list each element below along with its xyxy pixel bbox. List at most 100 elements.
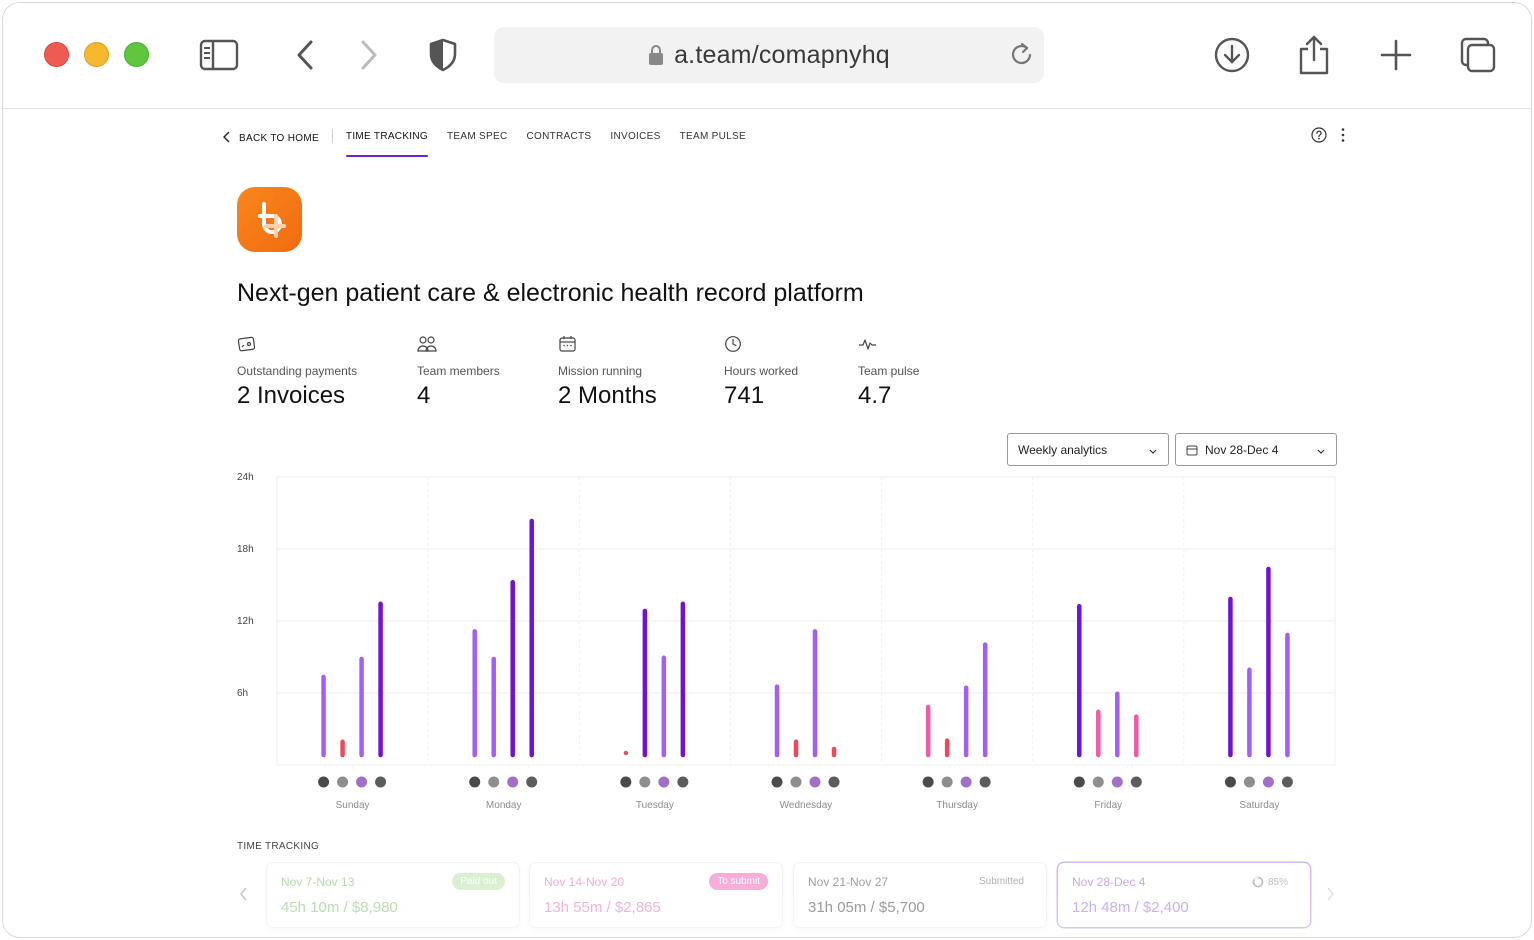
date-range-select[interactable]: Nov 28-Dec 4 xyxy=(1175,433,1337,466)
weekly-hours-chart: 24h 18h 12h 6h Sunday Monday Tuesday Wednesday T… xyxy=(237,472,1336,811)
project-logo xyxy=(237,187,302,252)
stat-value: 2 Months xyxy=(558,382,657,409)
bar xyxy=(623,750,629,756)
avatar xyxy=(1262,776,1274,788)
reload-icon[interactable] xyxy=(1010,41,1034,72)
new-tab-icon[interactable] xyxy=(1374,33,1418,77)
close-window-button[interactable] xyxy=(44,42,69,67)
avatar xyxy=(941,776,953,788)
week-range: Nov 14-Nov 20 xyxy=(544,875,625,889)
back-to-home-link[interactable]: BACK TO HOME xyxy=(223,127,319,146)
tab-time-tracking[interactable]: TIME TRACKING xyxy=(345,127,429,157)
avatar xyxy=(356,776,368,788)
download-icon[interactable] xyxy=(1210,33,1254,77)
calendar-icon xyxy=(1186,444,1198,456)
y-tick-label: 24h xyxy=(237,472,254,483)
pulse-icon xyxy=(858,339,878,357)
stat-value: 741 xyxy=(724,382,765,409)
week-total: 13h 55m / $2,865 xyxy=(544,899,661,916)
stat-label: Team members xyxy=(417,364,500,378)
avatar xyxy=(771,776,783,788)
stat-hours-worked: Hours worked 741 xyxy=(724,335,798,410)
browser-toolbar: a.team/comapnyhq xyxy=(3,3,1531,109)
tab-team-pulse[interactable]: TEAM PULSE xyxy=(679,131,746,142)
tab-team-spec[interactable]: TEAM SPEC xyxy=(446,131,508,142)
y-tick-label: 18h xyxy=(237,544,254,555)
tab-invoices[interactable]: INVOICES xyxy=(610,131,661,142)
avatar xyxy=(922,776,934,788)
wallet-icon xyxy=(237,336,257,357)
sidebar-toggle-icon[interactable] xyxy=(197,33,241,77)
address-bar[interactable]: a.team/comapnyhq xyxy=(494,27,1044,83)
more-options-icon[interactable] xyxy=(1341,127,1345,148)
avatar xyxy=(677,776,689,788)
progress-badge: 85% xyxy=(1244,873,1296,891)
x-tick-label: Monday xyxy=(486,800,522,811)
stat-value: 2 Invoices xyxy=(237,382,346,409)
page-title: Next-gen patient care & electronic healt… xyxy=(237,279,864,307)
stat-label: Team pulse xyxy=(858,364,920,378)
avatar xyxy=(1111,776,1123,788)
tab-contracts[interactable]: CONTRACTS xyxy=(526,131,592,142)
progress-ring-icon xyxy=(1252,876,1264,888)
x-tick-label: Sunday xyxy=(336,800,370,811)
avatar xyxy=(507,776,519,788)
date-range-value: Nov 28-Dec 4 xyxy=(1205,442,1279,457)
stat-team-members: Team members 4 xyxy=(417,335,500,410)
avatar xyxy=(620,776,632,788)
url-text: a.team/comapnyhq xyxy=(674,40,890,69)
chevron-left-icon xyxy=(223,131,231,146)
week-range: Nov 28-Dec 4 xyxy=(1072,875,1146,889)
nav-divider xyxy=(331,129,333,143)
calendar-icon xyxy=(558,336,578,357)
clock-icon xyxy=(724,336,744,357)
chevron-right-icon[interactable] xyxy=(1325,887,1335,906)
share-icon[interactable] xyxy=(1292,33,1336,77)
week-card-current[interactable]: Nov 28-Dec 4 85% 12h 48m / $2,400 xyxy=(1058,863,1310,927)
week-total: 12h 48m / $2,400 xyxy=(1072,899,1189,916)
y-tick-label: 6h xyxy=(237,688,248,699)
avatar xyxy=(639,776,651,788)
avatar xyxy=(318,776,330,788)
week-card[interactable]: Nov 21-Nov 27 Submitted 31h 05m / $5,700 xyxy=(794,863,1046,927)
avatar xyxy=(979,776,991,788)
chevron-left-icon[interactable] xyxy=(239,887,249,906)
back-to-home-label: BACK TO HOME xyxy=(239,133,319,144)
x-tick-label: Tuesday xyxy=(636,800,674,811)
stat-team-pulse: Team pulse 4.7 xyxy=(858,335,919,410)
x-tick-label: Saturday xyxy=(1239,800,1279,811)
time-tracking-heading: TIME TRACKING xyxy=(237,841,320,852)
avatar xyxy=(1073,776,1085,788)
stat-label: Hours worked xyxy=(724,364,799,378)
shield-icon[interactable] xyxy=(421,33,465,77)
chevron-down-icon xyxy=(1148,445,1158,459)
tabs-overview-icon[interactable] xyxy=(1456,33,1500,77)
chevron-down-icon xyxy=(1316,445,1326,459)
avatar xyxy=(960,776,972,788)
avatar xyxy=(828,776,840,788)
avatar xyxy=(1243,776,1255,788)
nav-actions xyxy=(1311,127,1345,148)
stat-mission-running: Mission running 2 Months xyxy=(558,335,657,410)
team-icon xyxy=(417,336,437,357)
forward-arrow-icon[interactable] xyxy=(347,33,391,77)
avatar xyxy=(526,776,538,788)
avatar xyxy=(809,776,821,788)
week-card[interactable]: Nov 7-Nov 13 Paid out 45h 10m / $8,980 xyxy=(267,863,519,927)
maximize-window-button[interactable] xyxy=(124,42,149,67)
help-icon[interactable] xyxy=(1311,127,1327,148)
avatar xyxy=(658,776,670,788)
back-arrow-icon[interactable] xyxy=(283,33,327,77)
avatar xyxy=(1130,776,1142,788)
avatar xyxy=(1281,776,1293,788)
stat-value: 4 xyxy=(417,382,431,409)
minimize-window-button[interactable] xyxy=(84,42,109,67)
week-card[interactable]: Nov 14-Nov 20 To submit 13h 55m / $2,865 xyxy=(530,863,782,927)
week-total: 45h 10m / $8,980 xyxy=(281,899,398,916)
progress-value: 85% xyxy=(1267,876,1288,888)
avatar xyxy=(469,776,481,788)
week-range: Nov 21-Nov 27 xyxy=(808,875,889,889)
stat-value: 4.7 xyxy=(858,382,892,409)
analytics-select[interactable]: Weekly analytics xyxy=(1007,433,1169,466)
